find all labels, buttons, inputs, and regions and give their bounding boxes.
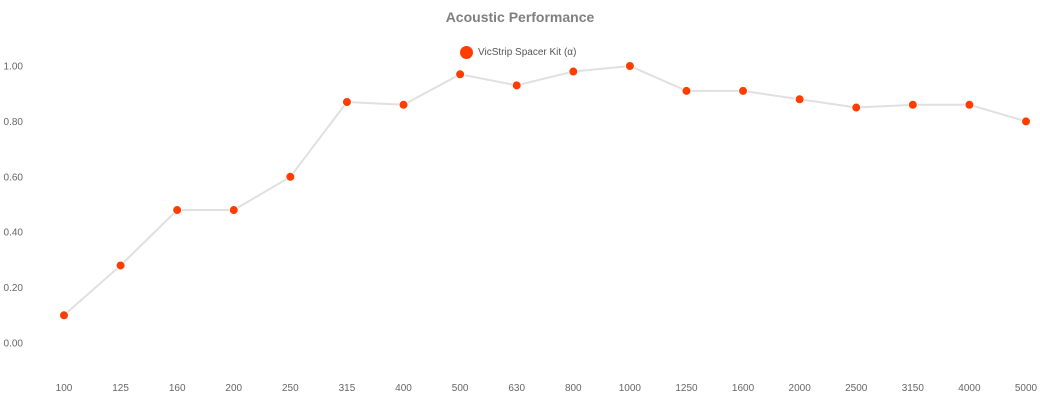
x-tick-label: 100 [56,383,73,394]
data-point[interactable] [794,94,805,105]
y-tick-label: 0.00 [4,339,24,350]
data-point[interactable] [1021,116,1031,127]
y-tick-label: 1.00 [4,62,24,73]
data-point[interactable] [907,99,918,110]
x-tick-label: 3150 [902,383,925,394]
y-tick-label: 0.40 [4,228,24,239]
series-line [63,64,1027,317]
y-tick-label: 0.20 [4,283,24,294]
data-point[interactable] [681,85,692,96]
data-point[interactable] [285,171,296,182]
data-point[interactable] [228,205,239,216]
x-tick-label: 2500 [845,383,868,394]
x-tick-label: 200 [225,383,242,394]
x-tick-label: 125 [112,383,129,394]
data-point[interactable] [172,205,183,216]
data-point[interactable] [851,102,862,113]
legend-swatch [460,45,473,59]
data-point[interactable] [624,61,635,71]
x-tick-label: 4000 [958,383,981,394]
x-tick-label: 5000 [1015,383,1038,394]
x-tick-label: 160 [169,383,186,394]
x-tick-label: 1250 [675,383,698,394]
data-point[interactable] [738,85,749,96]
x-tick-label: 315 [339,383,356,394]
data-point[interactable] [341,97,352,108]
x-tick-label: 800 [565,383,582,394]
data-point[interactable] [455,69,466,80]
y-tick-label: 0.80 [4,117,24,128]
x-tick-label: 2000 [789,383,812,394]
x-tick-label: 500 [452,383,469,394]
x-tick-label: 1600 [732,383,755,394]
x-tick-label: 630 [508,383,525,394]
data-point[interactable] [568,66,579,77]
data-point[interactable] [59,310,69,321]
legend[interactable]: VicStrip Spacer Kit (α) [460,44,576,60]
x-tick-label: 400 [395,383,412,394]
x-tick-label: 250 [282,383,299,394]
data-point[interactable] [964,99,975,110]
y-tick-label: 0.60 [4,172,24,183]
x-tick-label: 1000 [619,383,642,394]
chart-title: Acoustic Performance [445,9,595,25]
data-point[interactable] [511,80,522,91]
data-point[interactable] [115,260,126,271]
data-point[interactable] [398,99,409,110]
legend-label: VicStrip Spacer Kit (α) [478,46,577,58]
